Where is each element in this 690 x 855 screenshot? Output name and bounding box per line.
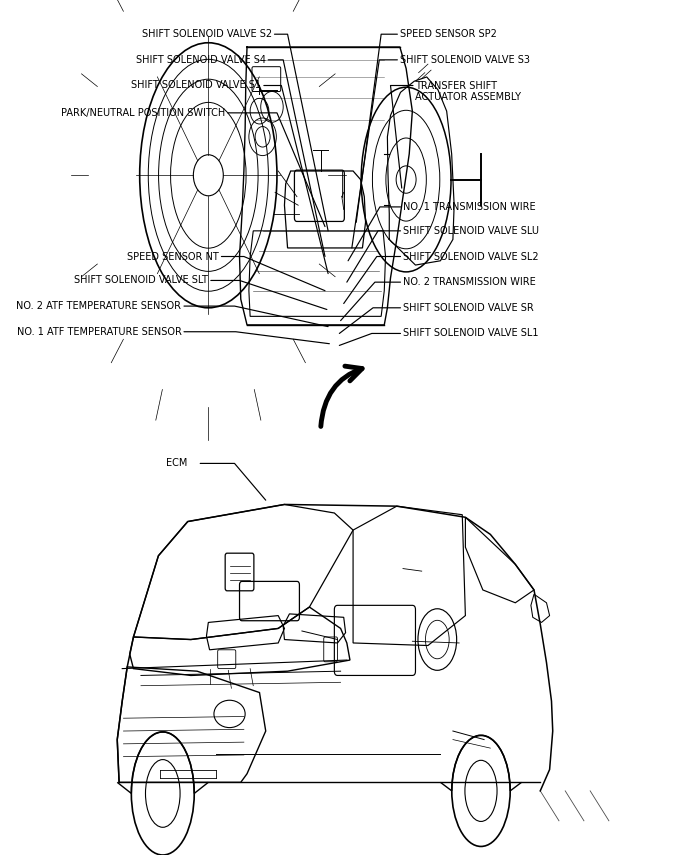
Text: ECM: ECM [166,458,188,469]
Text: NO. 1 ATF TEMPERATURE SENSOR: NO. 1 ATF TEMPERATURE SENSOR [17,327,181,337]
Text: SHIFT SOLENOID VALVE SLU: SHIFT SOLENOID VALVE SLU [403,226,539,236]
Text: SHIFT SOLENOID VALVE S1: SHIFT SOLENOID VALVE S1 [131,80,262,91]
Text: NO. 2 TRANSMISSION WIRE: NO. 2 TRANSMISSION WIRE [403,277,535,287]
Text: TRANSFER SHIFT
ACTUATOR ASSEMBLY: TRANSFER SHIFT ACTUATOR ASSEMBLY [415,80,522,103]
Text: SHIFT SOLENOID VALVE SLT: SHIFT SOLENOID VALVE SLT [75,275,208,286]
Text: SHIFT SOLENOID VALVE SR: SHIFT SOLENOID VALVE SR [403,303,534,313]
Text: SPEED SENSOR SP2: SPEED SENSOR SP2 [400,29,497,39]
Text: SHIFT SOLENOID VALVE S3: SHIFT SOLENOID VALVE S3 [400,55,530,65]
Text: NO. 2 ATF TEMPERATURE SENSOR: NO. 2 ATF TEMPERATURE SENSOR [17,301,181,311]
Text: SHIFT SOLENOID VALVE SL2: SHIFT SOLENOID VALVE SL2 [403,251,539,262]
Text: SHIFT SOLENOID VALVE SL1: SHIFT SOLENOID VALVE SL1 [403,328,538,339]
Text: NO. 1 TRANSMISSION WIRE: NO. 1 TRANSMISSION WIRE [403,202,535,212]
Text: SHIFT SOLENOID VALVE S2: SHIFT SOLENOID VALVE S2 [142,29,272,39]
Text: PARK/NEUTRAL POSITION SWITCH: PARK/NEUTRAL POSITION SWITCH [61,108,225,118]
Text: SHIFT SOLENOID VALVE S4: SHIFT SOLENOID VALVE S4 [136,55,266,65]
Text: SPEED SENSOR NT: SPEED SENSOR NT [127,251,219,262]
